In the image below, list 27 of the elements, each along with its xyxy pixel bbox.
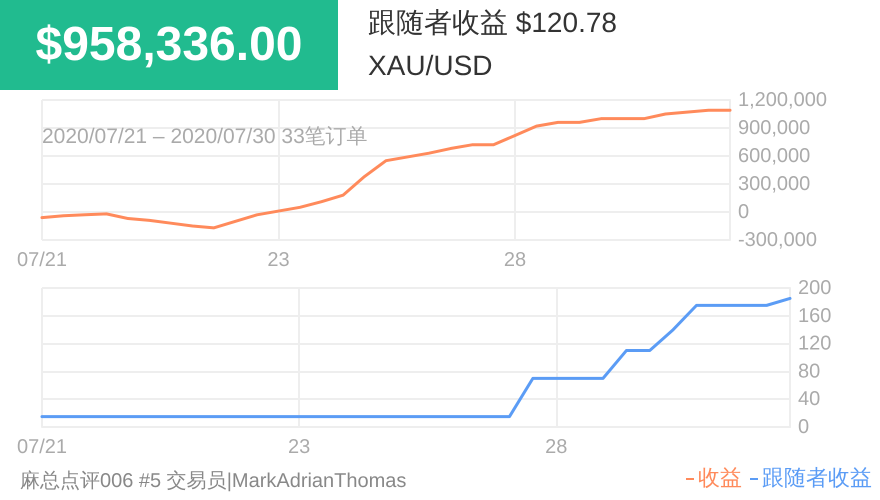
y-tick-label: 600,000 (738, 145, 810, 167)
x-tick-label: 28 (504, 249, 526, 271)
chart-subtitle: 跟随者收益 $120.78 (368, 6, 617, 40)
y-tick-label: -300,000 (738, 229, 817, 251)
y-tick-label: 40 (798, 388, 820, 410)
y-tick-label: 120 (798, 332, 832, 355)
x-tick-label: 23 (267, 249, 290, 271)
y-tick-label: 300,000 (738, 173, 810, 195)
text: XAU/USD (368, 50, 492, 82)
x-tick-label: 28 (545, 436, 568, 458)
chart-title: $958,336.00 (0, 0, 338, 90)
annotation: 2020/07/21 – 2020/07/30 33笔订单 (42, 124, 368, 150)
line-series (40, 108, 732, 230)
y-tick-label: 160 (798, 304, 832, 327)
y-tick-label: 1,200,000 (738, 89, 827, 111)
y-tick-label: 0 (798, 416, 810, 438)
legend-label: 收益 (698, 465, 742, 490)
y-tick-label: 900,000 (738, 117, 810, 139)
text: 麻总点评006 #5 交易员|MarkAdrianThomas (20, 469, 406, 494)
x-tick-label: 07/21 (16, 249, 68, 271)
x-tick-label: 07/21 (16, 436, 68, 458)
x-tick-label: 23 (288, 436, 310, 458)
line-series (40, 296, 792, 418)
y-tick-label: 80 (798, 360, 820, 382)
y-tick-label: 0 (738, 201, 750, 223)
y-tick-label: 200 (798, 277, 832, 299)
legend-label: 跟随者收益 (762, 465, 872, 490)
